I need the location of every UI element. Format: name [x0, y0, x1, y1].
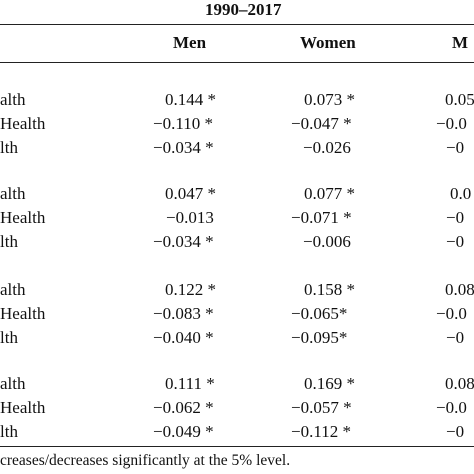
cell-men: 0.122 *	[165, 280, 216, 299]
cell-men: 0.111 *	[165, 374, 215, 393]
cell-m: −0	[446, 232, 465, 251]
row-label: lth	[0, 328, 18, 347]
row-label: alth	[0, 280, 26, 299]
cell-women: −0.065*	[291, 304, 348, 323]
cell-men: −0.034 *	[153, 232, 214, 251]
cell-m: −0	[446, 138, 465, 157]
row-label: lth	[0, 422, 18, 441]
row-label: alth	[0, 374, 26, 393]
cell-m: −0.0	[436, 398, 467, 417]
cell-men: −0.034 *	[153, 138, 214, 157]
cell-women: −0.006	[303, 232, 351, 251]
cell-m: −0	[446, 208, 465, 227]
cell-women: −0.057 *	[291, 398, 352, 417]
cell-men: 0.144 *	[165, 90, 216, 109]
cell-men: −0.040 *	[153, 328, 214, 347]
period-heading: 1990–2017	[205, 0, 282, 19]
row-label: Health	[0, 114, 46, 133]
cell-m: 0.08	[445, 280, 474, 299]
cell-m: −0.0	[436, 114, 467, 133]
table-footnote: creases/decreases significantly at the 5…	[0, 452, 291, 469]
row-label: lth	[0, 232, 18, 251]
row-label: Health	[0, 398, 46, 417]
cell-women: 0.158 *	[304, 280, 355, 299]
cell-women: −0.047 *	[291, 114, 352, 133]
cell-men: −0.062 *	[153, 398, 214, 417]
cell-men: −0.013	[166, 208, 214, 227]
row-label: alth	[0, 184, 26, 203]
cell-m: 0.0	[450, 184, 472, 203]
cell-men: −0.110 *	[153, 114, 213, 133]
cell-women: 0.077 *	[304, 184, 355, 203]
cell-women: −0.112 *	[291, 422, 351, 441]
cell-m: −0	[446, 328, 465, 347]
cell-women: −0.071 *	[291, 208, 352, 227]
row-label: Health	[0, 304, 46, 323]
column-header-men: Men	[173, 33, 207, 52]
cell-women: 0.073 *	[304, 90, 355, 109]
cell-men: −0.083 *	[153, 304, 214, 323]
row-label: Health	[0, 208, 46, 227]
cell-m: 0.05	[445, 90, 474, 109]
cell-m: −0	[446, 422, 465, 441]
header-rule-bottom	[0, 62, 474, 63]
cell-women: 0.169 *	[304, 374, 355, 393]
table-bottom-rule	[0, 446, 474, 447]
column-header-m: M	[452, 33, 469, 52]
cell-men: 0.047 *	[165, 184, 216, 203]
header-rule-top	[0, 24, 474, 25]
column-header-women: Women	[300, 33, 356, 52]
cell-women: −0.095*	[291, 328, 348, 347]
cell-men: −0.049 *	[153, 422, 214, 441]
row-label: alth	[0, 90, 26, 109]
cell-m: 0.08	[445, 374, 474, 393]
cell-women: −0.026	[303, 138, 351, 157]
cell-m: −0.0	[436, 304, 467, 323]
row-label: lth	[0, 138, 18, 157]
